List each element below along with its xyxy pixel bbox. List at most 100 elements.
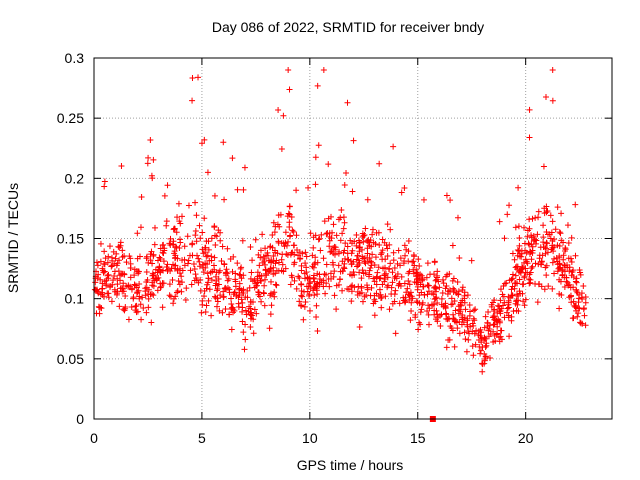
data-point <box>157 269 164 276</box>
data-point <box>286 211 293 218</box>
data-point <box>299 250 306 257</box>
data-point <box>558 210 565 217</box>
data-point <box>136 280 143 287</box>
data-point <box>491 297 498 304</box>
data-point <box>547 212 554 219</box>
data-point <box>439 276 446 283</box>
data-point <box>222 305 229 312</box>
data-point <box>261 282 268 289</box>
data-point <box>130 295 137 302</box>
data-point <box>464 292 471 299</box>
data-point <box>566 264 573 271</box>
data-point <box>234 260 241 267</box>
data-point <box>360 255 367 262</box>
data-point <box>449 242 456 249</box>
data-point <box>543 245 550 252</box>
data-point <box>291 277 298 284</box>
data-point <box>257 254 264 261</box>
data-point <box>211 192 218 199</box>
y-axis-label: SRMTID / TECUs <box>5 183 21 293</box>
data-point <box>339 287 346 294</box>
data-point <box>523 258 530 265</box>
data-point <box>310 275 317 282</box>
data-point <box>392 287 399 294</box>
data-point <box>521 240 528 247</box>
y-tick-label: 0.15 <box>57 231 84 247</box>
data-point <box>249 257 256 264</box>
data-point <box>528 232 535 239</box>
data-point <box>360 238 367 245</box>
data-point <box>424 308 431 315</box>
data-point <box>435 278 442 285</box>
data-point <box>411 253 418 260</box>
data-point <box>267 259 274 266</box>
data-point <box>517 290 524 297</box>
data-point <box>521 302 528 309</box>
data-point <box>497 327 504 334</box>
data-point <box>418 277 425 284</box>
data-point <box>154 287 161 294</box>
data-point <box>359 246 366 253</box>
data-point <box>470 315 477 322</box>
data-point <box>532 214 539 221</box>
data-point <box>503 279 510 286</box>
data-point <box>511 256 518 263</box>
data-point <box>217 292 224 299</box>
data-point <box>521 273 528 280</box>
data-point <box>290 261 297 268</box>
data-point <box>494 323 501 330</box>
data-point <box>317 247 324 254</box>
data-point <box>330 221 337 228</box>
data-point <box>561 262 568 269</box>
data-point <box>238 275 245 282</box>
data-point <box>163 218 170 225</box>
data-point <box>216 267 223 274</box>
data-point <box>339 268 346 275</box>
data-point <box>118 271 125 278</box>
data-point <box>448 295 455 302</box>
data-point <box>456 330 463 337</box>
data-point <box>526 216 533 223</box>
data-point <box>262 245 269 252</box>
data-point <box>336 276 343 283</box>
data-point <box>483 342 490 349</box>
data-point <box>201 215 208 222</box>
data-point <box>392 330 399 337</box>
data-point <box>275 212 282 219</box>
data-point <box>188 281 195 288</box>
data-point <box>121 252 128 259</box>
data-point <box>434 311 441 318</box>
data-point <box>379 247 386 254</box>
data-point <box>417 309 424 316</box>
data-point <box>418 289 425 296</box>
data-point <box>386 241 393 248</box>
data-point <box>569 268 576 275</box>
data-point <box>512 264 519 271</box>
data-point <box>120 280 127 287</box>
data-point <box>556 243 563 250</box>
data-point <box>384 245 391 252</box>
data-point <box>526 280 533 287</box>
data-point <box>473 327 480 334</box>
data-point <box>455 303 462 310</box>
data-point <box>204 270 211 277</box>
data-point <box>450 275 457 282</box>
y-tick-label: 0.1 <box>65 291 85 307</box>
data-point <box>386 265 393 272</box>
data-point <box>542 93 549 100</box>
data-point <box>466 312 473 319</box>
data-point <box>199 229 206 236</box>
data-point <box>432 288 439 295</box>
data-point <box>291 251 298 258</box>
data-point <box>532 236 539 243</box>
data-point <box>329 229 336 236</box>
data-point <box>411 262 418 269</box>
data-point <box>239 318 246 325</box>
data-point <box>226 286 233 293</box>
data-point <box>309 263 316 270</box>
x-tick-label: 20 <box>518 430 534 446</box>
data-point <box>549 285 556 292</box>
data-point <box>147 257 154 264</box>
data-point <box>323 261 330 268</box>
